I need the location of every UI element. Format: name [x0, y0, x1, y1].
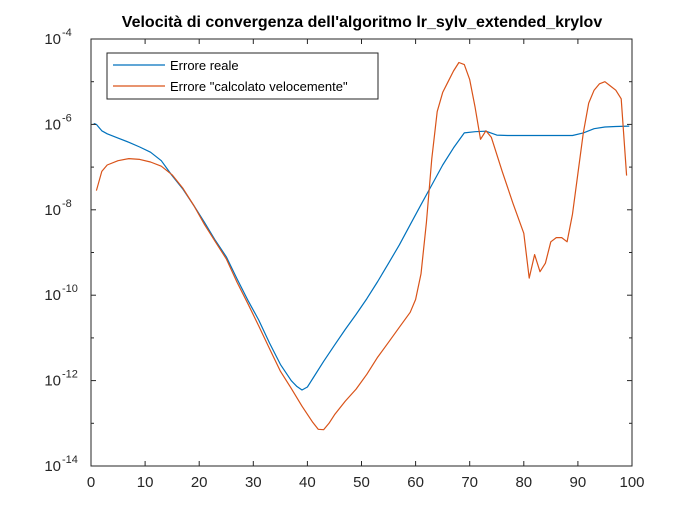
y-tick-label: 10 [44, 116, 61, 133]
x-tick-label: 90 [570, 474, 587, 491]
series-layer [93, 61, 630, 431]
x-tick-label: 20 [191, 474, 208, 491]
x-tick-label: 80 [515, 474, 532, 491]
legend-label-errore-reale: Errore reale [170, 58, 239, 73]
x-tick-label: 30 [245, 474, 262, 491]
x-tick-label: 100 [619, 474, 644, 491]
legend-box [106, 52, 379, 100]
y-tick-label: 10 [44, 202, 61, 219]
y-tick-label: 10 [44, 373, 61, 390]
x-tick-label: 40 [299, 474, 316, 491]
legend: Errore reale Errore "calcolato velocemen… [106, 52, 379, 100]
y-tick-exponent: -12 [62, 369, 78, 381]
y-tick-label: 10 [44, 458, 61, 475]
series-line-errore-reale [93, 122, 630, 391]
y-tick-exponent: -10 [62, 283, 78, 295]
y-tick-label: 10 [44, 287, 61, 304]
y-tick-exponent: -8 [62, 198, 72, 210]
plot-area [91, 39, 632, 466]
chart-title: Velocità di convergenza dell'algoritmo l… [122, 14, 603, 31]
y-tick-label: 10 [44, 31, 61, 48]
x-tick-label: 60 [407, 474, 424, 491]
y-tick-exponent: -6 [62, 112, 72, 124]
x-tick-label: 0 [87, 474, 95, 491]
x-tick-label: 70 [461, 474, 478, 491]
x-tick-label: 10 [137, 474, 154, 491]
x-tick-label: 50 [353, 474, 370, 491]
legend-label-errore-calcolato: Errore "calcolato velocemente" [170, 79, 348, 94]
y-tick-exponent: -4 [62, 27, 72, 39]
series-line-errore-calcolato [95, 61, 628, 431]
y-tick-exponent: -14 [62, 454, 78, 466]
